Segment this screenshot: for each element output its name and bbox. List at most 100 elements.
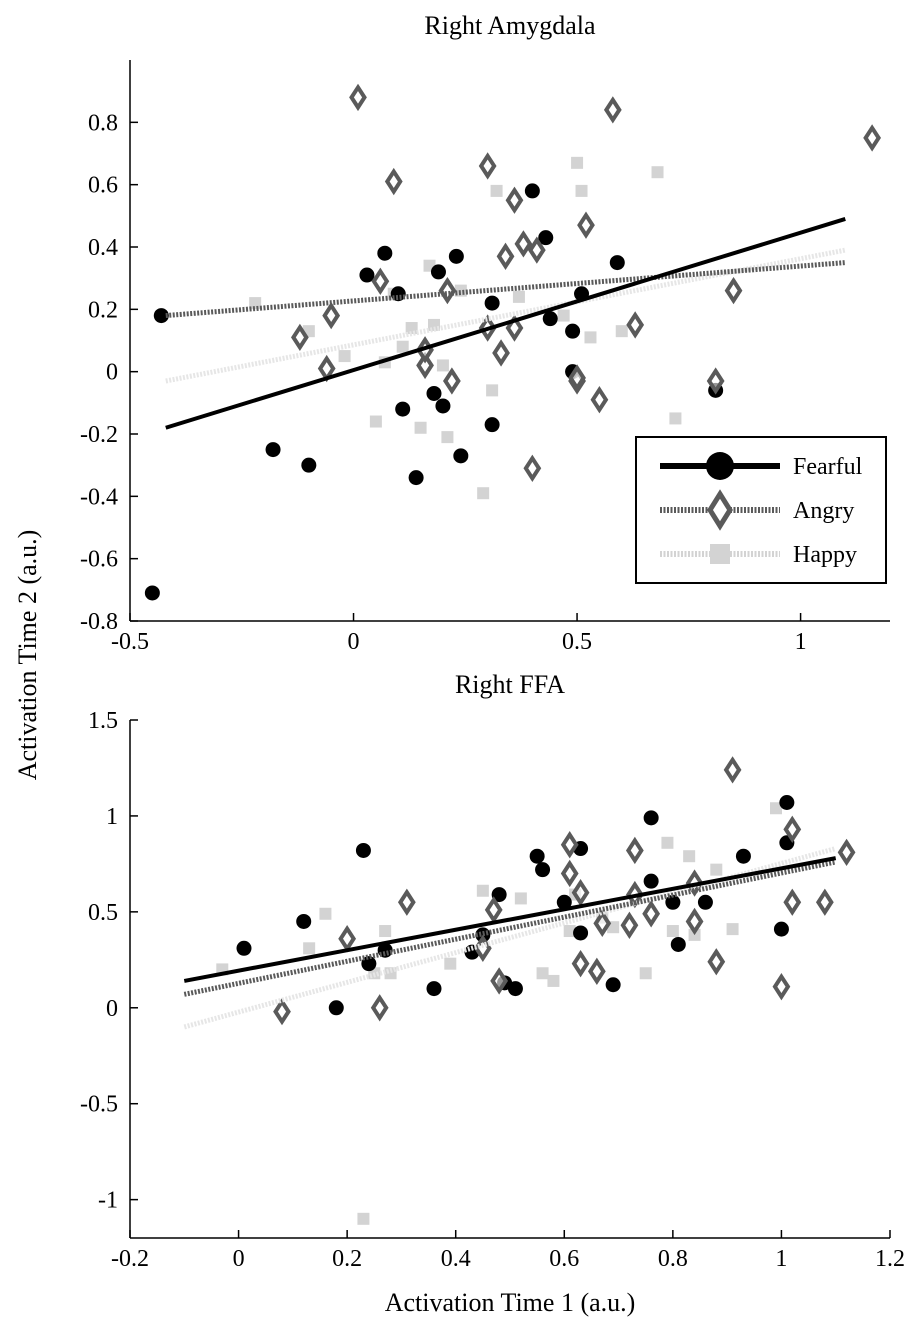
point-angry — [568, 364, 586, 392]
point-happy — [441, 431, 454, 444]
point-fearful — [605, 977, 621, 993]
point-fearful — [355, 842, 371, 858]
point-fearful — [328, 1000, 344, 1016]
panel-title-amygdala: Right Amygdala — [424, 11, 596, 40]
x-tick-label-amygdala: -0.5 — [111, 629, 149, 655]
point-fearful — [435, 398, 451, 414]
point-fearful — [670, 936, 686, 952]
legend-marker-fearful — [706, 452, 734, 480]
y-tick-label-amygdala: 0 — [106, 360, 118, 386]
point-angry — [590, 386, 609, 414]
point-happy — [338, 350, 351, 363]
point-fearful — [643, 810, 659, 826]
point-fearful — [529, 848, 545, 864]
point-angry — [603, 96, 622, 124]
point-angry — [371, 267, 390, 295]
point-happy — [512, 290, 525, 303]
point-angry — [514, 230, 533, 258]
x-tick-label-ffa: 1 — [775, 1246, 787, 1272]
point-fearful — [542, 311, 558, 327]
y-tick-label-ffa: -0.5 — [80, 1092, 118, 1118]
point-angry — [706, 367, 725, 395]
y-tick-label-amygdala: 0.2 — [88, 297, 118, 323]
point-happy — [369, 415, 382, 428]
fit-line-fearful — [165, 217, 846, 430]
point-fearful — [265, 442, 281, 458]
point-angry — [620, 911, 639, 939]
point-happy — [249, 297, 262, 310]
point-happy — [476, 884, 489, 897]
legend-entry-happy: Happy — [660, 542, 857, 568]
point-angry — [492, 339, 510, 367]
point-angry — [707, 948, 726, 976]
point-angry — [863, 124, 882, 152]
point-happy — [414, 421, 427, 434]
x-tick-label-ffa: 0 — [233, 1246, 245, 1272]
point-angry — [577, 211, 595, 239]
point-happy — [557, 309, 570, 322]
point-fearful — [395, 401, 411, 417]
point-fearful — [484, 417, 500, 433]
x-tick-label-amygdala: 1 — [795, 629, 807, 655]
point-angry — [772, 973, 791, 1001]
x-tick-label-ffa: 0.6 — [549, 1246, 579, 1272]
point-angry — [724, 276, 743, 305]
panel-amygdala: Right Amygdala -0.8 -0.6 -0.4 -0.2 0 0.2 0.4 0.… — [80, 11, 890, 655]
legend-marker-happy — [710, 544, 730, 564]
x-tick-label-ffa: 0.2 — [332, 1246, 362, 1272]
y-tick-label-amygdala: -0.4 — [80, 484, 118, 510]
y-tick-label-amygdala: 0.8 — [88, 110, 118, 136]
legend-marker-angry — [707, 489, 733, 531]
point-angry — [560, 859, 579, 888]
point-angry — [290, 323, 309, 352]
point-happy — [651, 166, 664, 179]
point-angry — [322, 301, 341, 330]
point-angry — [625, 836, 644, 865]
point-happy — [490, 184, 503, 197]
fit-line-angry — [165, 260, 846, 319]
point-happy — [770, 802, 782, 815]
point-happy — [563, 925, 576, 938]
point-angry — [370, 994, 389, 1022]
point-angry — [783, 815, 802, 844]
point-happy — [710, 863, 723, 876]
point-fearful — [507, 981, 523, 997]
point-fearful — [153, 308, 169, 324]
point-fearful — [609, 255, 625, 271]
point-angry — [438, 276, 457, 305]
point-happy — [683, 850, 696, 863]
point-happy — [639, 967, 652, 980]
fit-line-happy — [183, 846, 837, 1030]
point-happy — [666, 925, 679, 938]
panel-ffa: Right FFA -1 -0.5 0 0.5 1 1.5 -0.2 0 0.2 0.4 0.6 0.… — [80, 670, 905, 1272]
point-happy — [661, 836, 674, 849]
x-tick-label-amygdala: 0 — [348, 629, 360, 655]
point-fearful — [538, 230, 554, 246]
point-fearful — [144, 585, 160, 601]
point-angry — [349, 83, 367, 112]
point-happy — [584, 331, 597, 344]
x-axis-label: Activation Time 1 (a.u.) — [385, 1288, 636, 1317]
point-angry — [571, 878, 590, 907]
point-angry — [490, 967, 509, 995]
point-happy — [575, 184, 588, 197]
x-tick-label-amygdala: 0.5 — [562, 629, 592, 655]
point-angry — [442, 367, 461, 395]
point-fearful — [697, 894, 713, 910]
point-fearful — [573, 925, 589, 941]
point-angry — [496, 242, 515, 271]
point-fearful — [773, 921, 789, 937]
point-fearful — [484, 295, 500, 311]
point-angry — [571, 949, 590, 978]
legend-label-angry: Angry — [793, 498, 854, 524]
point-angry — [783, 888, 802, 916]
point-fearful — [556, 894, 572, 910]
fit-line-angry — [183, 859, 837, 997]
point-angry — [560, 831, 579, 859]
point-fearful — [377, 245, 393, 261]
legend-label-happy: Happy — [793, 542, 857, 568]
point-angry — [384, 167, 403, 196]
point-happy — [514, 892, 527, 905]
point-fearful — [301, 457, 317, 473]
